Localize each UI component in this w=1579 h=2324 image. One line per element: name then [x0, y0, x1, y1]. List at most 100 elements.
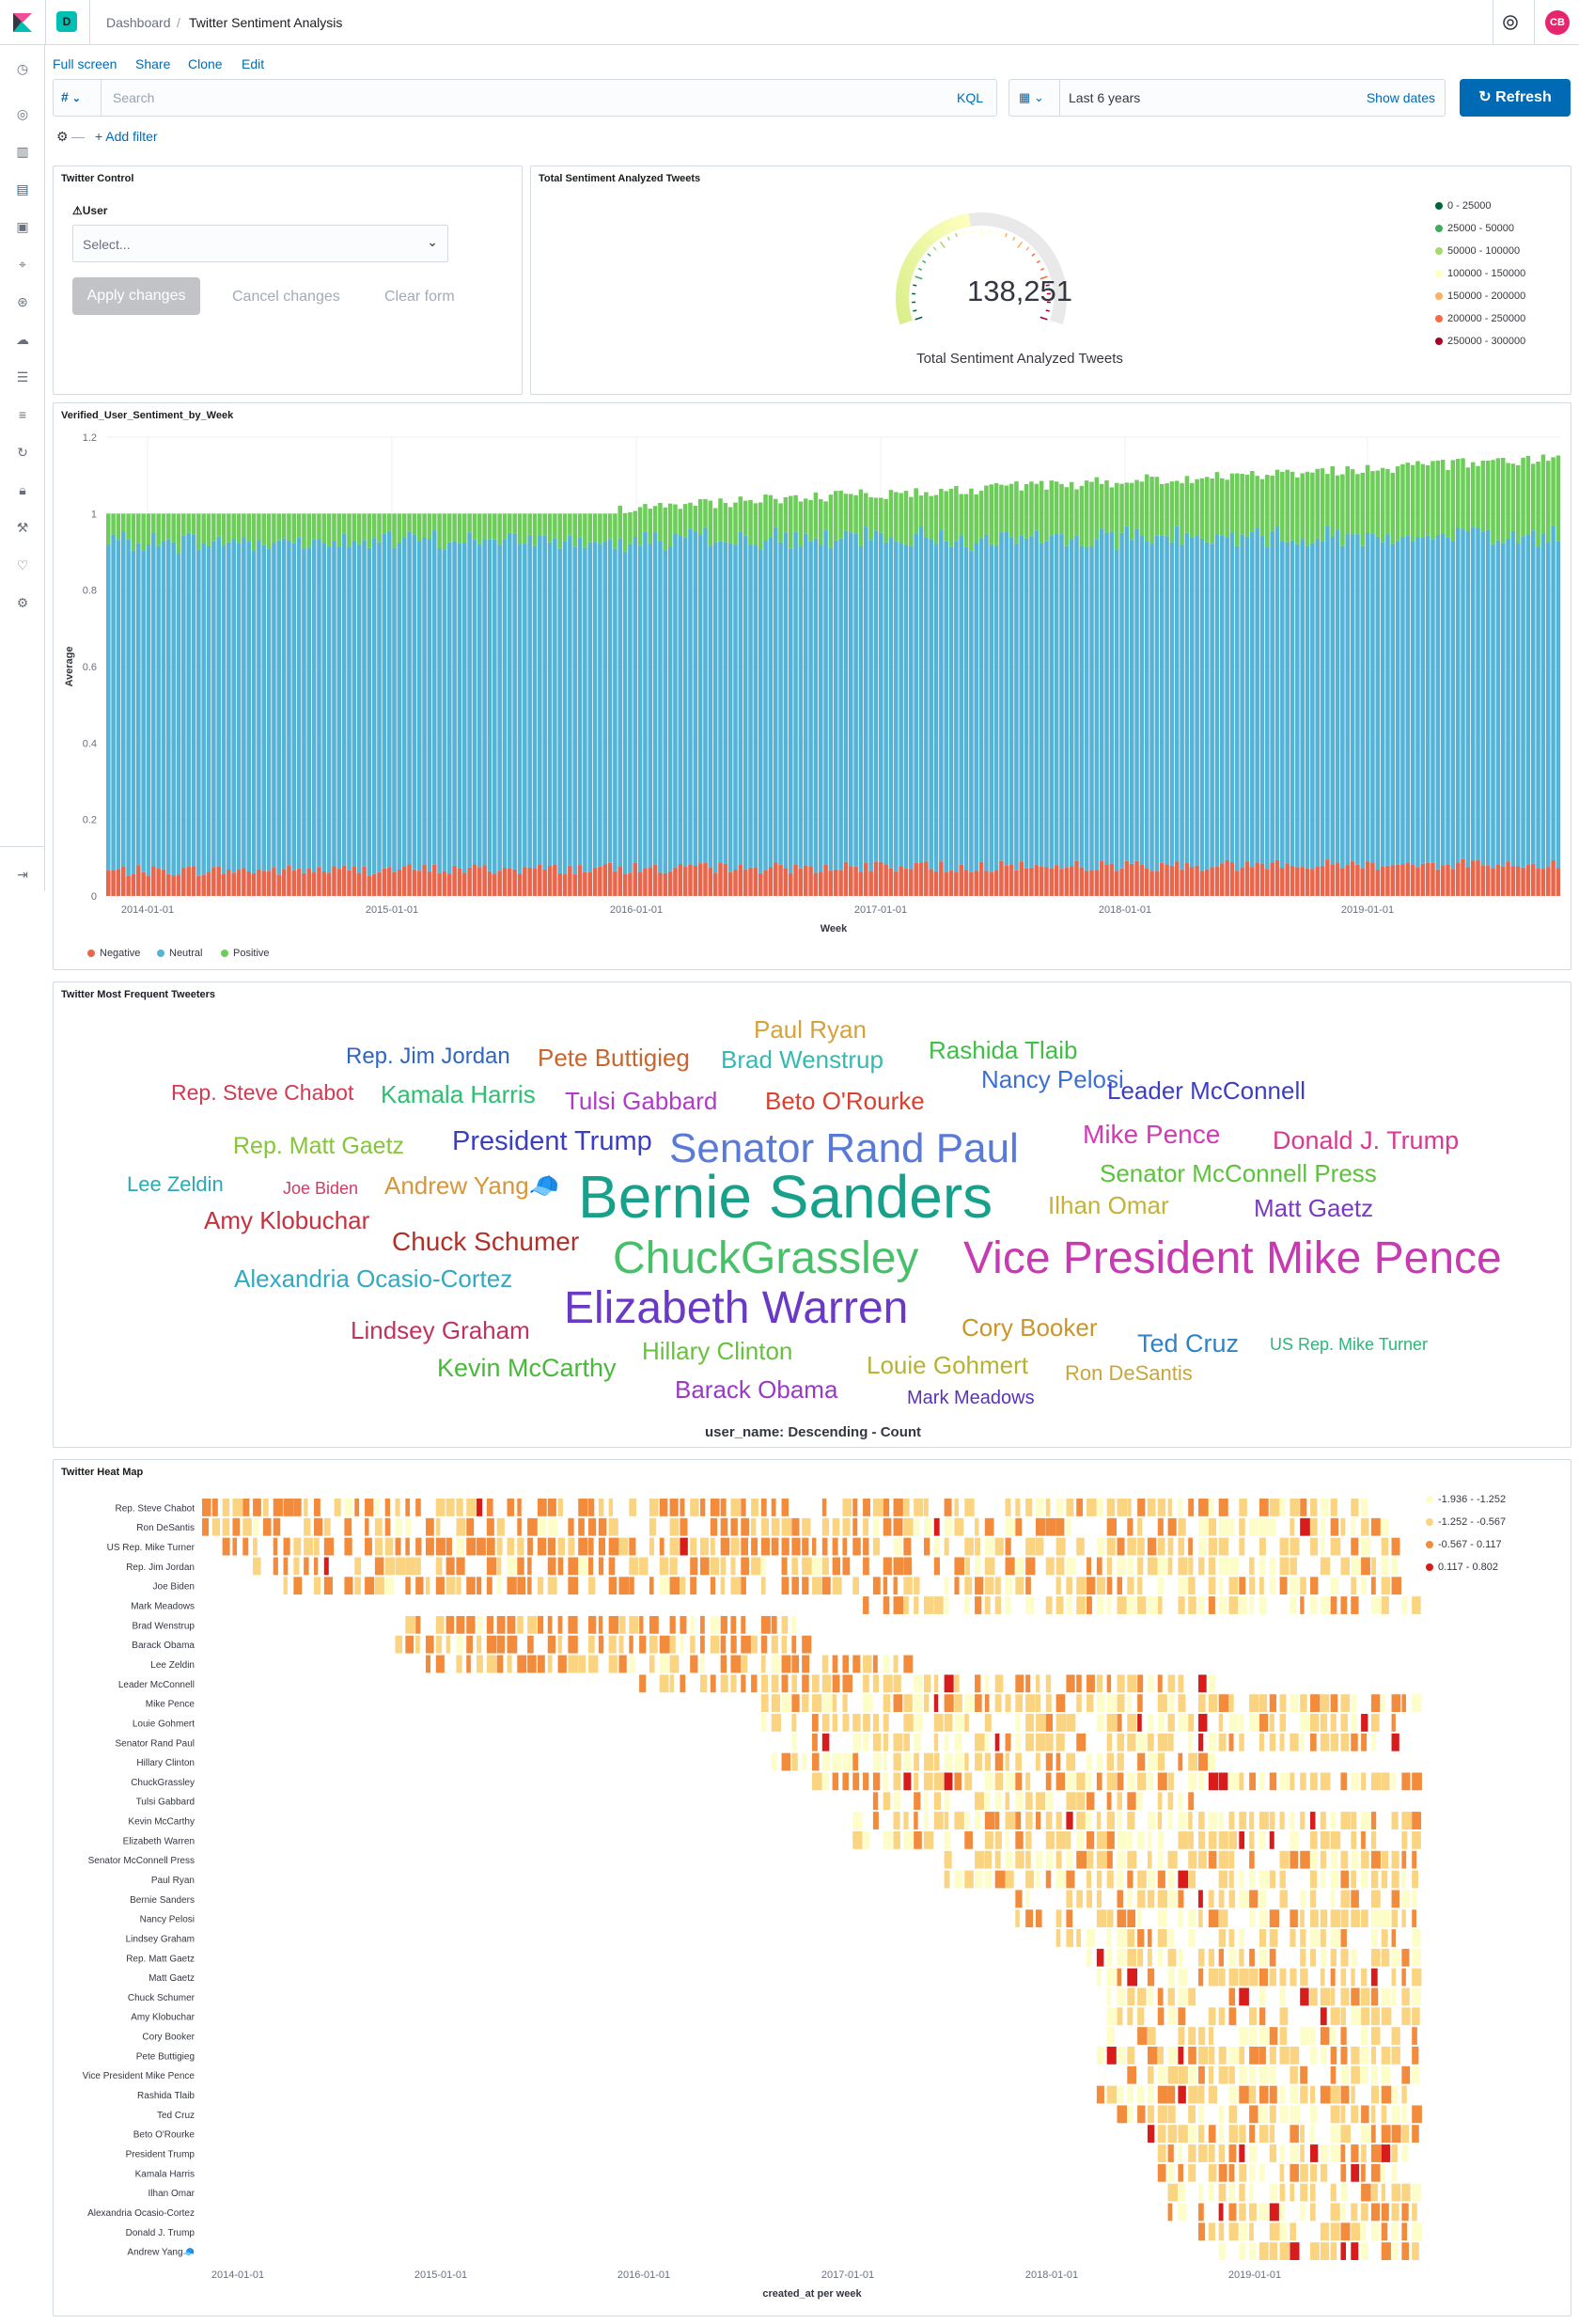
bar-neutral: [1510, 530, 1516, 867]
cloud-word[interactable]: Bernie Sanders: [578, 1163, 993, 1231]
cloud-word[interactable]: Hillary Clinton: [642, 1337, 793, 1365]
cancel-changes-button[interactable]: Cancel changes: [232, 289, 340, 305]
heat-cell: [1198, 1537, 1207, 1556]
cloud-word[interactable]: Amy Klobuchar: [204, 1206, 370, 1234]
cloud-word[interactable]: Matt Gaetz: [1254, 1194, 1374, 1222]
cloud-word[interactable]: Alexandria Ocasio-Cortez: [234, 1264, 513, 1293]
space-badge[interactable]: D: [56, 11, 77, 32]
full-screen-link[interactable]: Full screen: [53, 56, 117, 71]
share-link[interactable]: Share: [135, 56, 171, 71]
bar-legend-item[interactable]: Positive: [221, 948, 270, 959]
time-range-value[interactable]: Last 6 years: [1069, 90, 1141, 105]
cloud-word[interactable]: Joe Biden: [283, 1179, 359, 1198]
heatmap-legend-item[interactable]: -1.936 - -1.252: [1426, 1494, 1506, 1505]
cloud-word[interactable]: Rashida Tlaib: [929, 1036, 1078, 1064]
cloud-word[interactable]: Chuck Schumer: [392, 1227, 580, 1256]
apm-icon[interactable]: ≡: [18, 407, 27, 422]
bar-legend-item[interactable]: Neutral: [157, 948, 202, 959]
cloud-word[interactable]: Brad Wenstrup: [721, 1045, 883, 1074]
help-icon[interactable]: [1497, 9, 1524, 36]
heat-cell: [568, 1517, 574, 1536]
bar-legend-item[interactable]: Negative: [87, 948, 140, 959]
siem-icon[interactable]: 🔒︎: [19, 482, 26, 497]
cloud-word[interactable]: Barack Obama: [675, 1375, 838, 1404]
cloud-word[interactable]: Rep. Jim Jordan: [346, 1044, 510, 1069]
bar-negative: [1530, 863, 1536, 896]
visualize-icon[interactable]: ▥: [16, 144, 29, 159]
dashboard-icon[interactable]: ▤: [16, 181, 29, 196]
add-filter-link[interactable]: + Add filter: [95, 129, 158, 144]
clone-link[interactable]: Clone: [188, 56, 223, 71]
calendar-icon[interactable]: ▦ ⌄: [1019, 90, 1044, 104]
cloud-word[interactable]: Leader McConnell: [1107, 1076, 1306, 1105]
cloud-word[interactable]: Lee Zeldin: [127, 1172, 224, 1196]
gauge-legend-item[interactable]: 25000 - 50000: [1435, 223, 1514, 234]
show-dates-link[interactable]: Show dates: [1366, 90, 1435, 105]
user-select[interactable]: Select... ⌄: [72, 225, 448, 262]
cloud-word[interactable]: Paul Ryan: [754, 1015, 867, 1044]
cloud-word[interactable]: Cory Booker: [961, 1313, 1098, 1342]
cloud-word[interactable]: Mike Pence: [1083, 1120, 1221, 1149]
discover-icon[interactable]: ◎: [16, 106, 29, 121]
heat-cell: [507, 1577, 517, 1595]
maps-icon[interactable]: ⌖: [19, 257, 26, 272]
bar-neutral: [633, 536, 638, 863]
cloud-word[interactable]: Louie Gohmert: [867, 1351, 1028, 1379]
cloud-word[interactable]: Kamala Harris: [381, 1080, 536, 1108]
heatmap-legend-item[interactable]: -1.252 - -0.567: [1426, 1516, 1506, 1528]
edit-link[interactable]: Edit: [242, 56, 265, 71]
clear-form-button[interactable]: Clear form: [384, 289, 455, 305]
recent-icon[interactable]: ◷: [16, 61, 29, 76]
logs-icon[interactable]: ☰: [16, 369, 29, 385]
refresh-button[interactable]: ↻ Refresh: [1460, 79, 1571, 117]
filter-settings-icon[interactable]: ⚙: [56, 129, 69, 144]
cloud-word[interactable]: Vice President Mike Pence: [963, 1233, 1502, 1283]
cloud-word[interactable]: Andrew Yang🧢: [384, 1171, 560, 1200]
dev-tools-icon[interactable]: ⚒: [16, 520, 29, 535]
gauge-legend-item[interactable]: 50000 - 100000: [1435, 245, 1520, 257]
cloud-word[interactable]: Beto O'Rourke: [765, 1087, 925, 1115]
user-avatar[interactable]: CB: [1545, 10, 1570, 35]
cloud-word[interactable]: Senator McConnell Press: [1100, 1159, 1377, 1187]
gauge-legend-item[interactable]: 100000 - 150000: [1435, 268, 1525, 279]
ml-icon[interactable]: ⊛: [17, 294, 28, 309]
uptime-icon[interactable]: ↻: [17, 445, 28, 460]
cloud-word[interactable]: Lindsey Graham: [351, 1316, 530, 1344]
monitoring-icon[interactable]: ♡: [16, 557, 29, 573]
cloud-word[interactable]: US Rep. Mike Turner: [1270, 1335, 1429, 1354]
gauge-legend-item[interactable]: 250000 - 300000: [1435, 336, 1525, 347]
cloud-word[interactable]: Tulsi Gabbard: [565, 1087, 718, 1115]
cloud-word[interactable]: Ilhan Omar: [1048, 1191, 1169, 1219]
cloud-word[interactable]: President Trump: [452, 1126, 652, 1156]
cloud-word[interactable]: Donald J. Trump: [1273, 1126, 1460, 1154]
breadcrumb-dashboard[interactable]: Dashboard: [106, 15, 171, 30]
infra-icon[interactable]: ☁: [16, 332, 29, 347]
gauge-legend-item[interactable]: 0 - 25000: [1435, 200, 1491, 212]
gauge-legend-item[interactable]: 150000 - 200000: [1435, 290, 1525, 302]
cloud-word[interactable]: Mark Meadows: [907, 1388, 1035, 1408]
search-input[interactable]: Search: [113, 90, 155, 105]
heatmap-legend-item[interactable]: -0.567 - 0.117: [1426, 1539, 1502, 1550]
heat-cell: [1066, 1577, 1072, 1595]
apply-changes-button[interactable]: Apply changes: [72, 277, 200, 315]
heat-cell: [466, 1577, 476, 1595]
cloud-word[interactable]: Rep. Steve Chabot: [171, 1080, 354, 1105]
heat-cell: [975, 1733, 985, 1751]
cloud-word[interactable]: ChuckGrassley: [613, 1233, 919, 1283]
cloud-word[interactable]: Kevin McCarthy: [437, 1354, 617, 1382]
cloud-word[interactable]: Nancy Pelosi: [981, 1065, 1124, 1093]
cloud-word[interactable]: Rep. Matt Gaetz: [233, 1133, 405, 1159]
kql-toggle[interactable]: KQL: [956, 90, 983, 105]
cloud-word[interactable]: Pete Buttigieg: [538, 1044, 690, 1072]
cloud-word[interactable]: Ron DeSantis: [1065, 1361, 1193, 1385]
kibana-logo-icon[interactable]: [13, 13, 32, 32]
canvas-icon[interactable]: ▣: [16, 219, 29, 234]
heatmap-legend-item[interactable]: 0.117 - 0.802: [1426, 1562, 1498, 1573]
cloud-word[interactable]: Ted Cruz: [1137, 1329, 1240, 1358]
gauge-legend-item[interactable]: 200000 - 250000: [1435, 313, 1525, 324]
saved-query-menu-button[interactable]: # ⌄: [61, 89, 81, 104]
collapse-nav-icon[interactable]: ⇥: [17, 867, 28, 882]
management-icon[interactable]: ⚙: [16, 595, 29, 610]
cloud-word[interactable]: Senator Rand Paul: [669, 1125, 1019, 1171]
cloud-word[interactable]: Elizabeth Warren: [564, 1283, 909, 1333]
